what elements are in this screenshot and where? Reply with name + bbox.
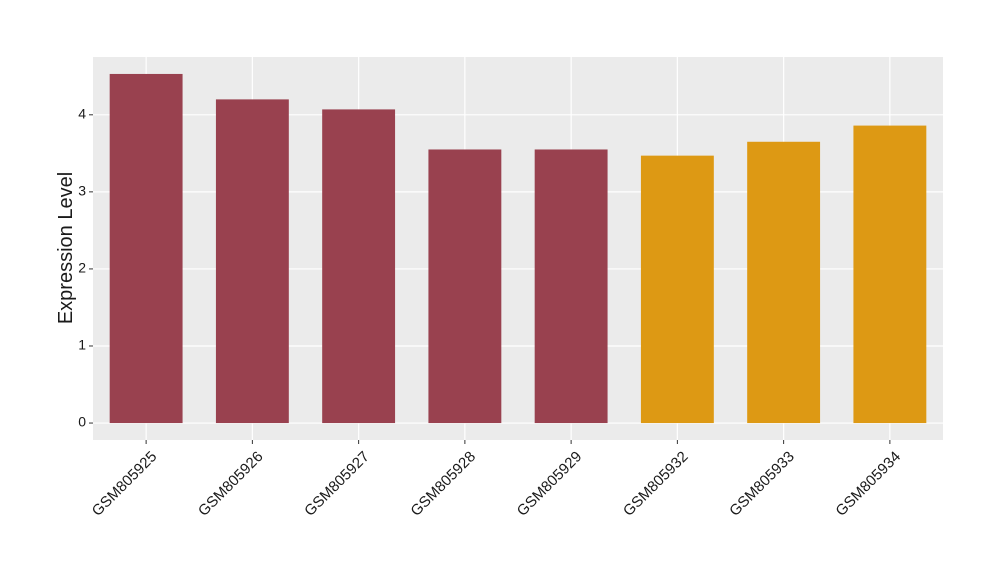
y-tick-label: 0 (78, 414, 86, 430)
x-tick-label: GSM805925 (89, 448, 161, 520)
bar (109, 73, 183, 424)
x-tick-label: GSM805929 (514, 448, 586, 520)
x-tick-label: GSM805926 (195, 448, 267, 520)
bar (853, 125, 927, 424)
bar (428, 149, 502, 424)
bar (534, 149, 608, 424)
y-tick-label: 3 (78, 183, 86, 199)
y-tick-label: 1 (78, 337, 86, 353)
x-tick-label: GSM805934 (832, 448, 904, 520)
bar (322, 109, 396, 424)
bar (747, 141, 821, 424)
x-tick-label: GSM805927 (301, 448, 373, 520)
bar (640, 155, 714, 424)
y-tick-label: 4 (78, 105, 86, 121)
bar (215, 99, 289, 424)
x-tick-label: GSM805933 (726, 448, 798, 520)
y-axis-title: Expression Level (55, 172, 77, 324)
x-tick-label: GSM805932 (620, 448, 692, 520)
y-tick-label: 2 (78, 260, 86, 276)
x-tick-label: GSM805928 (407, 448, 479, 520)
